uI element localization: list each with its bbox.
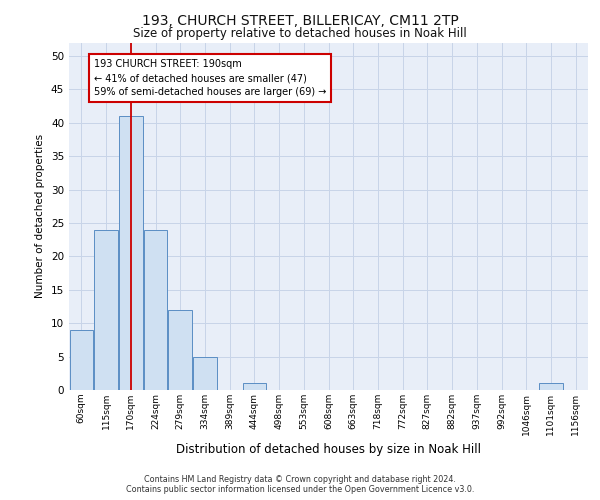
Text: Size of property relative to detached houses in Noak Hill: Size of property relative to detached ho… [133,28,467,40]
Bar [144,230,167,390]
Text: 193, CHURCH STREET, BILLERICAY, CM11 2TP: 193, CHURCH STREET, BILLERICAY, CM11 2TP [142,14,458,28]
Bar [119,116,143,390]
Bar [539,384,563,390]
Bar [193,356,217,390]
Bar [70,330,93,390]
Y-axis label: Number of detached properties: Number of detached properties [35,134,46,298]
Text: Contains HM Land Registry data © Crown copyright and database right 2024.
Contai: Contains HM Land Registry data © Crown c… [126,474,474,494]
Bar [242,384,266,390]
Bar [94,230,118,390]
Bar [169,310,192,390]
Text: 193 CHURCH STREET: 190sqm
← 41% of detached houses are smaller (47)
59% of semi-: 193 CHURCH STREET: 190sqm ← 41% of detac… [94,59,326,97]
X-axis label: Distribution of detached houses by size in Noak Hill: Distribution of detached houses by size … [176,443,481,456]
